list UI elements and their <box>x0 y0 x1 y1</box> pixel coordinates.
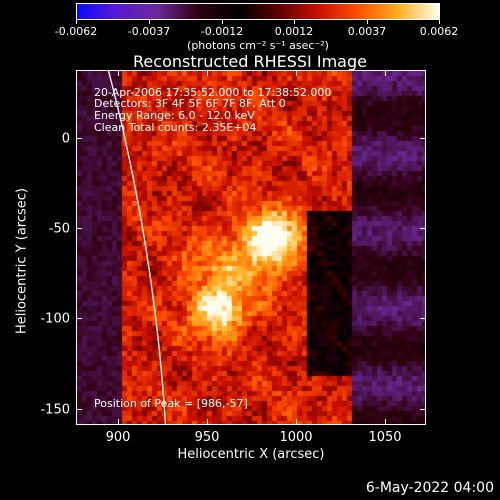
date-stamp: 6-May-2022 04:00 <box>365 480 494 496</box>
colorbar-tick <box>439 20 440 24</box>
y-tick-label: -100 <box>40 311 70 327</box>
y-tick-label: -150 <box>40 402 70 418</box>
y-tick <box>76 409 82 410</box>
y-tick <box>420 138 426 139</box>
colorbar-tick-label: -0.0037 <box>127 25 171 38</box>
x-tick <box>385 419 386 425</box>
chart-title: Reconstructed RHESSI Image <box>133 52 367 71</box>
x-tick <box>296 70 297 76</box>
colorbar-tick <box>294 20 295 24</box>
colorbar-units: (photons cm⁻² s⁻¹ asec⁻²) <box>187 39 329 52</box>
colorbar-tick <box>222 20 223 24</box>
y-tick <box>76 138 82 139</box>
colorbar-tick-label: -0.0012 <box>200 25 244 38</box>
x-tick-label: 900 <box>105 430 131 445</box>
clean-counts-annotation: Clean Total counts: 2.35E+04 <box>94 121 257 134</box>
colorbar-tick-label: 0.0062 <box>419 25 459 38</box>
colorbar-tick <box>76 20 77 24</box>
plot-overlay <box>107 71 167 424</box>
solar-limb-line <box>107 71 167 424</box>
time-range-annotation: 20-Apr-2006 17:35:52.000 to 17:38:52.000 <box>94 86 332 99</box>
x-tick-label: 950 <box>194 430 220 445</box>
x-tick <box>207 70 208 76</box>
y-tick <box>420 409 426 410</box>
peak-position-annotation: Position of Peak = [986,-57] <box>94 397 248 410</box>
x-tick <box>118 70 119 76</box>
y-tick <box>76 318 82 319</box>
flux-heatmap <box>77 71 425 424</box>
x-tick <box>118 419 119 425</box>
plot-area: 20-Apr-2006 17:35:52.000 to 17:38:52.000… <box>76 70 426 425</box>
x-tick <box>207 419 208 425</box>
x-tick <box>385 70 386 76</box>
x-tick <box>296 419 297 425</box>
colorbar-tick <box>149 20 150 24</box>
detectors-annotation: Detectors: 3F 4F 5F 6F 7F 8F, Att 0 <box>94 97 286 110</box>
colorbar <box>76 3 440 20</box>
energy-range-annotation: Energy Range: 6.0 - 12.0 keV <box>94 109 255 122</box>
y-tick <box>420 318 426 319</box>
y-axis-title: Heliocentric Y (arcsec) <box>14 188 30 334</box>
colorbar-tick-label: 0.0012 <box>274 25 314 38</box>
x-tick-label: 1000 <box>279 430 313 445</box>
y-tick <box>420 228 426 229</box>
x-axis-title: Heliocentric X (arcsec) <box>177 447 325 462</box>
y-tick-label: 0 <box>61 131 70 147</box>
y-tick <box>76 228 82 229</box>
colorbar-tick-label: -0.0062 <box>54 25 98 38</box>
colorbar-tick-label: 0.0037 <box>347 25 387 38</box>
x-tick-label: 1050 <box>368 430 402 445</box>
colorbar-tick <box>367 20 368 24</box>
y-tick-label: -50 <box>48 221 70 237</box>
